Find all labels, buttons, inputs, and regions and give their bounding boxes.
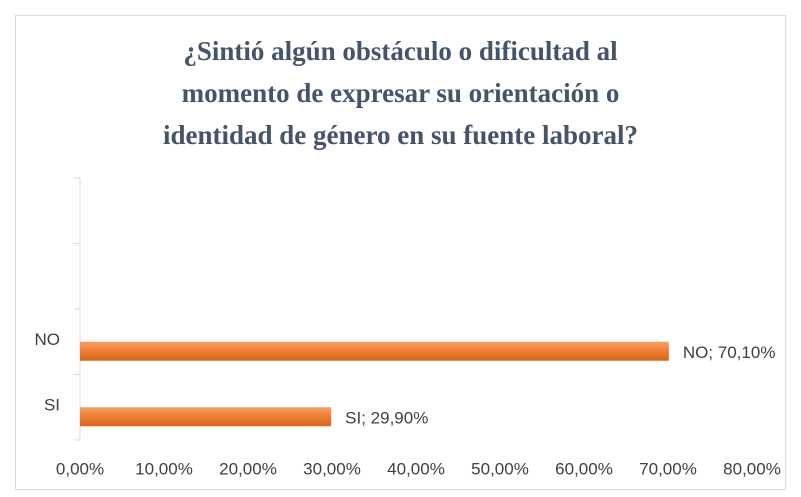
y-tick-label: SI [44,396,60,415]
x-tick-label: 60,00% [555,459,613,478]
chart-border [15,15,786,490]
x-tick-label: 50,00% [471,459,529,478]
x-tick-label: 70,00% [639,459,697,478]
x-tick-label: 0,00% [56,459,104,478]
chart-title: ¿Sintió algún obstáculo o dificultad al … [162,36,639,150]
x-tick-label: 80,00% [723,459,781,478]
x-tick-label: 30,00% [303,459,361,478]
y-tick-label: NO [35,330,61,349]
data-label: SI; 29,90% [345,409,428,428]
data-label: NO; 70,10% [683,343,776,362]
x-tick-label: 10,00% [135,459,193,478]
bar [80,341,669,361]
bar [80,407,332,427]
x-tick-label: 40,00% [387,459,445,478]
x-tick-label: 20,00% [219,459,277,478]
